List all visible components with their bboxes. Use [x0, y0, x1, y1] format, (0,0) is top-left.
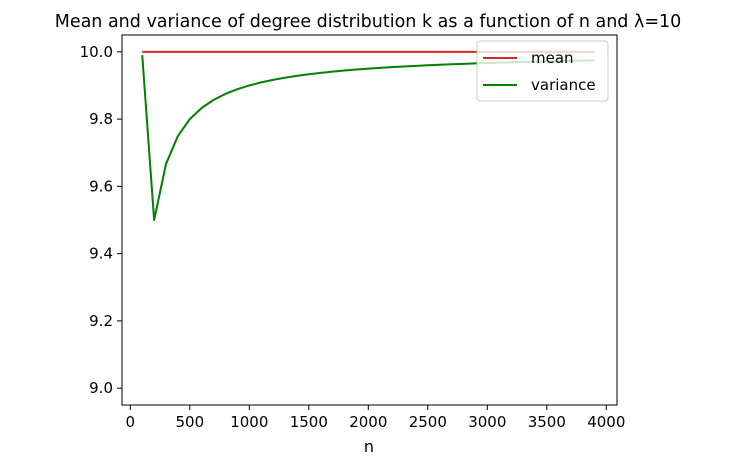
plot-frame [121, 34, 618, 406]
chart-title: Mean and variance of degree distribution… [55, 12, 682, 32]
x-tick-label: 2000 [349, 413, 387, 431]
x-tick-label: 3000 [468, 413, 506, 431]
y-axis: 9.0 9.2 9.4 9.6 9.8 10.0 [80, 43, 122, 397]
y-tick-label: 9.6 [89, 177, 113, 195]
x-tick-label: 0 [126, 413, 136, 431]
x-axis: 0 500 1000 1500 2000 2500 3000 3500 4000 [126, 405, 625, 431]
legend-label-mean: mean [531, 49, 574, 67]
legend-label-variance: variance [531, 76, 596, 94]
y-tick-label: 10.0 [80, 43, 113, 61]
x-tick-label: 1000 [230, 413, 268, 431]
x-tick-label: 3500 [528, 413, 566, 431]
x-tick-label: 1500 [290, 413, 328, 431]
y-tick-label: 9.8 [89, 110, 113, 128]
y-tick-label: 9.4 [89, 245, 113, 263]
y-tick-label: 9.0 [89, 379, 113, 397]
x-tick-label: 2500 [409, 413, 447, 431]
x-tick-label: 500 [176, 413, 205, 431]
x-tick-label: 4000 [587, 413, 625, 431]
y-tick-label: 9.2 [89, 312, 113, 330]
x-axis-label: n [364, 437, 374, 456]
legend: mean variance [476, 40, 609, 102]
